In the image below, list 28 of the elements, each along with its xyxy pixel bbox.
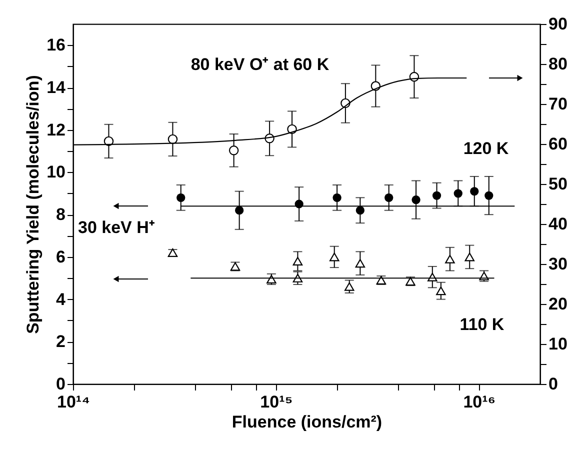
y-tick-label: 16 (46, 36, 66, 55)
legend-label: 110 K (460, 315, 505, 334)
y-tick-label: 4 (56, 290, 66, 309)
y2-tick-label: 70 (548, 94, 568, 114)
y2-tick-label: 20 (548, 294, 568, 314)
y2-tick-label: 90 (548, 14, 568, 34)
y-tick-label: 10 (46, 162, 66, 182)
y2-tick-label: 60 (548, 134, 568, 154)
y2-tick-label: 30 (548, 254, 568, 274)
y-tick-label: 12 (46, 120, 66, 140)
y2-tick-label: 0 (548, 374, 558, 394)
x-tick-label: 10¹⁴ (57, 392, 90, 412)
x-tick-label: 10¹⁵ (260, 392, 293, 412)
annotation: 30 keV H⁺ (78, 218, 155, 237)
y2-tick-label: 80 (548, 54, 568, 74)
y-tick-label: 0 (56, 374, 66, 394)
y-axis-title: Sputtering Yield (molecules/ion) (24, 75, 43, 334)
y-tick-label: 14 (46, 78, 66, 98)
y-tick-label: 6 (56, 247, 66, 266)
x-tick-label: 10¹⁶ (463, 392, 496, 412)
legend-label: 120 K (463, 139, 510, 158)
y-tick-label: 8 (56, 205, 66, 224)
x-axis-title: Fluence (ions/cm²) (232, 412, 382, 432)
y2-tick-label: 10 (548, 334, 568, 354)
y-tick-label: 2 (56, 332, 66, 352)
series-label: 80 keV O⁺ at 60 K (190, 55, 330, 74)
y2-tick-label: 50 (548, 174, 568, 194)
y2-tick-label: 40 (548, 214, 568, 234)
